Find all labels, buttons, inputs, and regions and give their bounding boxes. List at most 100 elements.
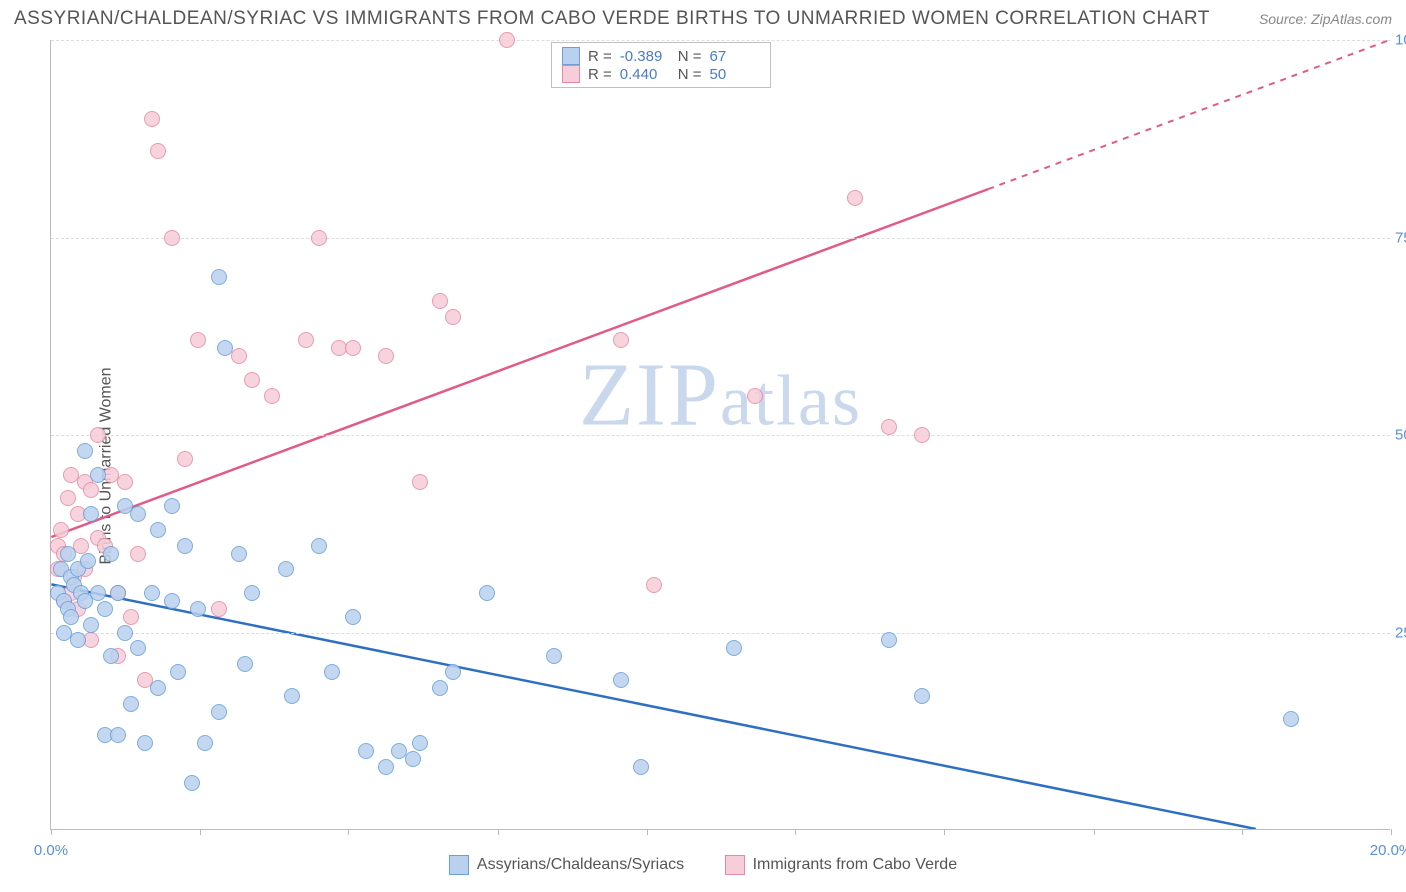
data-point — [83, 617, 99, 633]
data-point — [123, 609, 139, 625]
data-point — [432, 680, 448, 696]
n-value-2: 50 — [710, 66, 760, 83]
x-tick-mark — [200, 829, 201, 835]
data-point — [117, 625, 133, 641]
data-point — [211, 601, 227, 617]
data-point — [97, 601, 113, 617]
x-tick-mark — [348, 829, 349, 835]
data-point — [177, 451, 193, 467]
data-point — [110, 585, 126, 601]
y-tick-label: 50.0% — [1395, 427, 1406, 444]
n-label: N = — [678, 48, 702, 65]
data-point — [211, 269, 227, 285]
data-point — [264, 388, 280, 404]
data-point — [378, 759, 394, 775]
data-point — [345, 609, 361, 625]
data-point — [231, 348, 247, 364]
data-point — [77, 443, 93, 459]
data-point — [914, 688, 930, 704]
data-point — [197, 735, 213, 751]
data-point — [90, 585, 106, 601]
data-point — [284, 688, 300, 704]
data-point — [130, 506, 146, 522]
gridline — [51, 238, 1390, 239]
data-point — [164, 498, 180, 514]
r-label: R = — [588, 66, 612, 83]
data-point — [60, 546, 76, 562]
data-point — [103, 546, 119, 562]
data-point — [184, 775, 200, 791]
data-point — [103, 648, 119, 664]
data-point — [445, 309, 461, 325]
data-point — [217, 340, 233, 356]
legend-swatch-1 — [449, 855, 469, 875]
swatch-series-2 — [562, 65, 580, 83]
plot-area: ZIPatlas R = -0.389 N = 67 R = 0.440 N =… — [50, 40, 1390, 830]
data-point — [70, 632, 86, 648]
y-tick-label: 100.0% — [1395, 32, 1406, 49]
data-point — [130, 640, 146, 656]
data-point — [237, 656, 253, 672]
data-point — [83, 482, 99, 498]
data-point — [311, 538, 327, 554]
data-point — [110, 727, 126, 743]
data-point — [60, 490, 76, 506]
data-point — [244, 585, 260, 601]
data-point — [164, 230, 180, 246]
data-point — [211, 704, 227, 720]
data-point — [499, 32, 515, 48]
data-point — [231, 546, 247, 562]
data-point — [412, 474, 428, 490]
data-point — [150, 680, 166, 696]
watermark-atlas: atlas — [720, 361, 862, 441]
n-value-1: 67 — [710, 48, 760, 65]
watermark-zip: ZIP — [579, 346, 720, 445]
data-point — [479, 585, 495, 601]
data-point — [150, 143, 166, 159]
gridline — [51, 40, 1390, 41]
data-point — [130, 546, 146, 562]
data-point — [345, 340, 361, 356]
data-point — [747, 388, 763, 404]
y-tick-label: 25.0% — [1395, 624, 1406, 641]
data-point — [53, 522, 69, 538]
data-point — [546, 648, 562, 664]
series-legend: Assyrians/Chaldeans/Syriacs Immigrants f… — [0, 855, 1406, 880]
chart-container: Births to Unmarried Women ZIPatlas R = -… — [0, 40, 1406, 892]
x-tick-mark — [498, 829, 499, 835]
data-point — [613, 672, 629, 688]
x-tick-mark — [795, 829, 796, 835]
data-point — [170, 664, 186, 680]
data-point — [278, 561, 294, 577]
data-point — [164, 593, 180, 609]
legend-swatch-2 — [725, 855, 745, 875]
data-point — [847, 190, 863, 206]
x-tick-mark — [1242, 829, 1243, 835]
legend-label-2: Immigrants from Cabo Verde — [753, 856, 958, 874]
x-tick-mark — [51, 829, 52, 835]
stats-row-1: R = -0.389 N = 67 — [562, 47, 760, 65]
data-point — [633, 759, 649, 775]
x-tick-mark — [647, 829, 648, 835]
data-point — [432, 293, 448, 309]
x-tick-mark — [1094, 829, 1095, 835]
gridline — [51, 435, 1390, 436]
data-point — [117, 474, 133, 490]
data-point — [358, 743, 374, 759]
r-value-1: -0.389 — [620, 48, 670, 65]
n-label: N = — [678, 66, 702, 83]
source-label: Source: ZipAtlas.com — [1259, 11, 1392, 27]
data-point — [90, 427, 106, 443]
r-label: R = — [588, 48, 612, 65]
watermark: ZIPatlas — [579, 344, 862, 447]
data-point — [144, 111, 160, 127]
data-point — [646, 577, 662, 593]
data-point — [144, 585, 160, 601]
data-point — [190, 601, 206, 617]
data-point — [244, 372, 260, 388]
data-point — [405, 751, 421, 767]
data-point — [914, 427, 930, 443]
stats-legend: R = -0.389 N = 67 R = 0.440 N = 50 — [551, 42, 771, 88]
swatch-series-1 — [562, 47, 580, 65]
data-point — [177, 538, 193, 554]
